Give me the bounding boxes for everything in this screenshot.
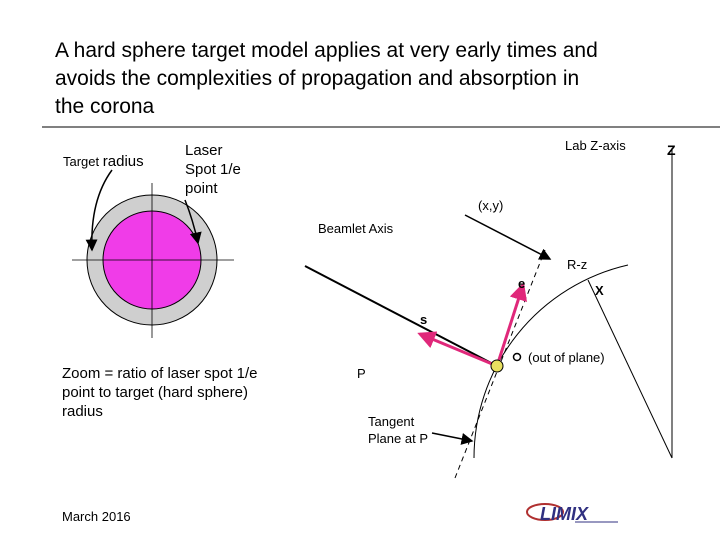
target-large: radius: [103, 153, 144, 170]
out-of-plane-marker: [512, 352, 522, 362]
label: e: [518, 276, 525, 291]
target-small: Target: [63, 154, 100, 169]
date: March 2016: [62, 509, 131, 524]
label: X: [595, 283, 604, 298]
title-line: the corona: [55, 95, 155, 118]
target-label: Target radius: [63, 153, 144, 170]
s-vector: [417, 331, 498, 368]
label: Z: [667, 142, 676, 158]
label: (x,y): [478, 198, 503, 213]
label: Lab Z-axis: [565, 138, 626, 153]
label: Beamlet Axis: [318, 221, 394, 236]
zoom-text: Zoom = ratio of laser spot 1/e: [62, 365, 258, 382]
beamlet-axis: [304, 265, 498, 367]
arrow: [464, 214, 552, 260]
logo: LIMIX: [526, 503, 618, 524]
arrow: [85, 169, 113, 252]
svg-text:LIMIX: LIMIX: [540, 504, 589, 524]
target-arc: [473, 264, 629, 459]
label: s: [420, 312, 427, 327]
point-p: [490, 359, 504, 373]
title-line: avoids the complexities of propagation a…: [55, 67, 579, 90]
arrow: [431, 432, 474, 445]
e-vector: [495, 282, 527, 367]
label: Plane at P: [368, 431, 428, 446]
zoom-text: point to target (hard sphere): [62, 384, 248, 401]
laser-label: point: [185, 180, 218, 197]
r-line: [587, 279, 673, 459]
label: (out of plane): [528, 350, 605, 365]
label: P: [357, 366, 366, 381]
label: R-z: [567, 257, 587, 272]
zoom-text: radius: [62, 403, 103, 420]
laser-label: Spot 1/e: [185, 161, 241, 178]
laser-label: Laser: [185, 142, 223, 159]
label: Tangent: [368, 414, 415, 429]
title-line: A hard sphere target model applies at ve…: [55, 39, 598, 62]
arrow: [184, 199, 202, 245]
